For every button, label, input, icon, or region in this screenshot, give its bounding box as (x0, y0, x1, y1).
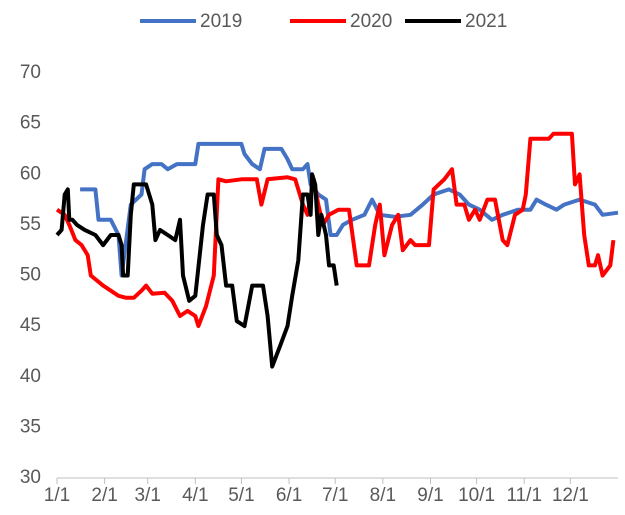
series-line (80, 141, 619, 278)
x-tick-label: 9/1 (417, 485, 443, 506)
y-tick-label: 60 (20, 163, 41, 184)
x-tick-label: 8/1 (370, 485, 396, 506)
series-line (55, 131, 616, 329)
legend-label: 2019 (200, 11, 242, 32)
y-tick-label: 45 (20, 315, 41, 336)
y-tick-label: 50 (20, 265, 41, 286)
x-tick-label: 7/1 (322, 485, 348, 506)
x-tick-label: 2/1 (91, 485, 117, 506)
legend-label: 2020 (350, 11, 392, 32)
x-tick-label: 12/1 (552, 485, 589, 506)
x-tick-label: 6/1 (276, 485, 302, 506)
y-tick-label: 40 (20, 366, 41, 387)
legend-label: 2021 (465, 11, 507, 32)
x-tick-label: 10/1 (458, 485, 495, 506)
x-tick-label: 5/1 (228, 485, 254, 506)
y-tick-label: 65 (20, 113, 41, 134)
x-tick-label: 1/1 (44, 485, 70, 506)
y-tick-label: 70 (20, 62, 41, 83)
x-tick-label: 11/1 (506, 485, 542, 506)
x-tick-label: 4/1 (182, 485, 208, 506)
y-tick-label: 35 (20, 416, 41, 437)
x-tick-label: 3/1 (134, 485, 160, 506)
y-tick-label: 30 (20, 467, 41, 488)
y-tick-label: 55 (20, 214, 41, 235)
series-line (55, 172, 339, 369)
